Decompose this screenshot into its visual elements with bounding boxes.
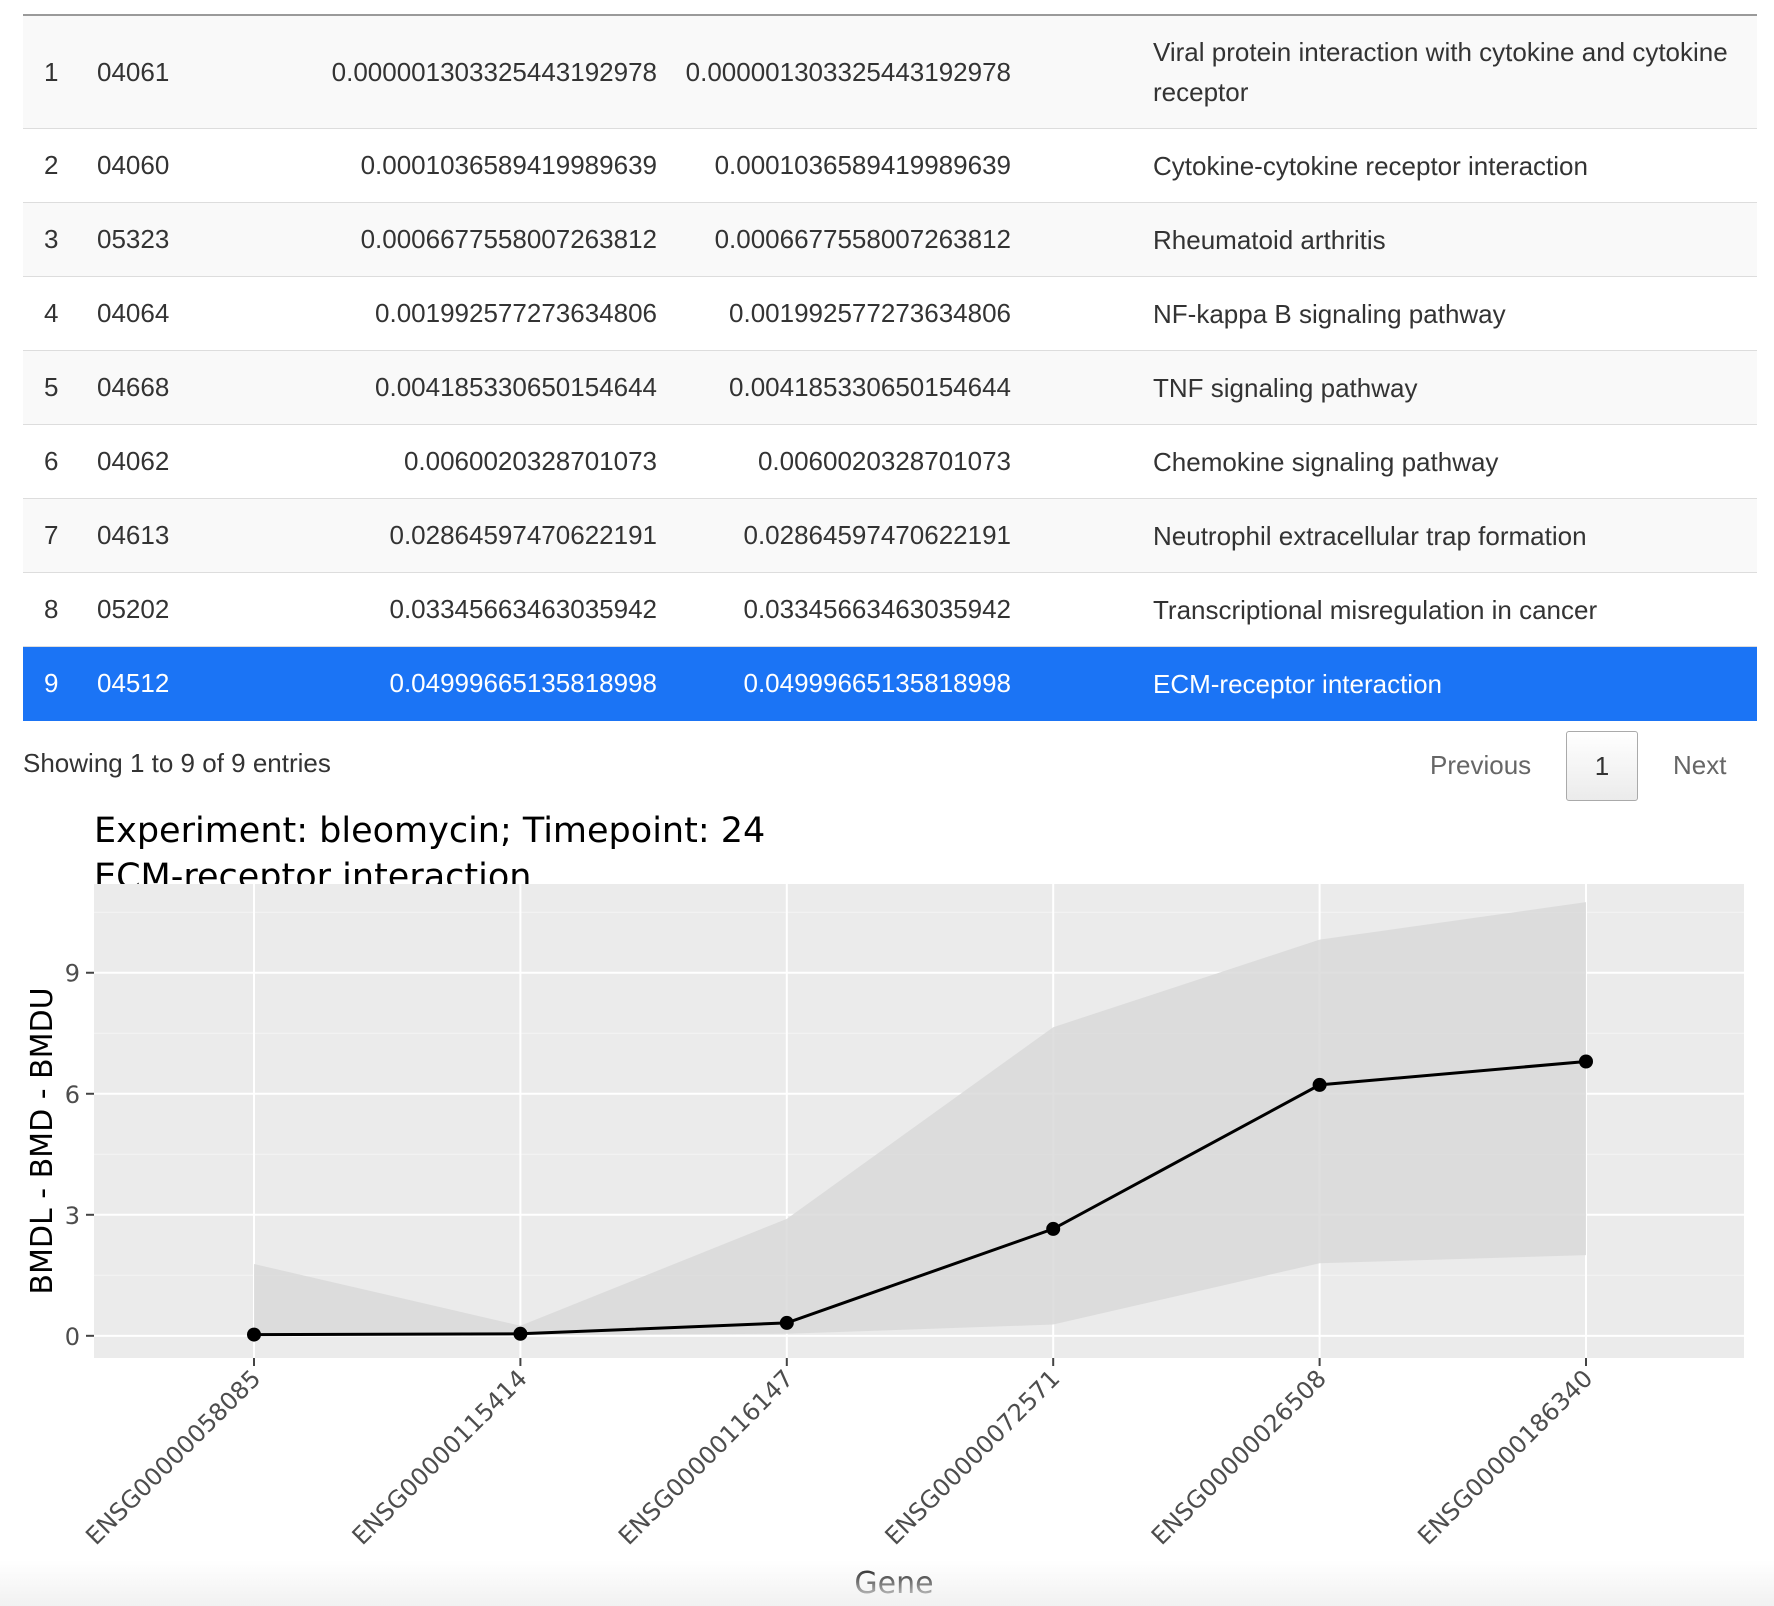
table-info: Showing 1 to 9 of 9 entries (23, 748, 331, 778)
pathway-name-cell: Viral protein interaction with cytokine … (1153, 37, 1728, 107)
row-index-cell: 8 (44, 594, 59, 624)
table-row[interactable]: 1 04061 0.00000130332544319297​8 0.00000130… (23, 16, 1757, 129)
data-point (1046, 1221, 1061, 1236)
row-index-cell: 7 (44, 520, 59, 550)
x-tick-label: ENSG00000186340 (1412, 1364, 1598, 1550)
adjusted-p-value-cell: 0.02864597470622191 (743, 520, 1011, 550)
p-value-cell: 0.03345663463035942 (389, 594, 657, 624)
next-page-button[interactable]: Next (1673, 750, 1727, 780)
pathway-id-cell: 05323 (97, 224, 170, 254)
p-value-cell: 0.004185330650154644 (375, 372, 657, 402)
bmd-chart: 0 3 6 9 ENSG00000058085 ENSG00000115414 ENSG00… (25, 884, 1744, 1601)
pathway-id-cell: 04064 (97, 298, 170, 328)
x-tick-label: ENSG00000072571 (880, 1364, 1066, 1550)
adjusted-p-value-cell: 0.00000130332544319297​8 (685, 56, 1011, 87)
pagination: Previous 1 Next (0, 730, 1774, 802)
data-point (513, 1326, 528, 1341)
x-tick-label: ENSG00000116147 (613, 1364, 799, 1550)
row-index-cell: 5 (44, 372, 59, 402)
bmd-line (253, 1060, 1587, 1337)
p-value-cell: 0.0060020328701073 (403, 446, 657, 476)
adjusted-p-value-cell: 0.0001036589419989639 (714, 150, 1011, 180)
x-tick-label: ENSG00000058085 (80, 1364, 266, 1550)
pathway-name-cell: ECM-receptor interaction (1153, 668, 1442, 699)
p-value-cell: 0.04999665135818998 (389, 668, 657, 698)
table-row[interactable]: 2 04060 0.0001036589419989639 0.00010365894… (23, 129, 1757, 203)
table-row[interactable]: 8 05202 0.03345663463035942 0.0334566346303… (23, 573, 1757, 647)
results-table: 1 04061 0.00000130332544319297​8 0.00000130… (23, 14, 1757, 721)
row-index-cell: 1 (44, 56, 59, 87)
data-point (779, 1315, 794, 1330)
y-tick-label: 0 (65, 1323, 80, 1351)
data-point (1312, 1077, 1327, 1092)
pathway-id-cell: 04061 (97, 56, 170, 87)
pathway-id-cell: 04668 (97, 372, 170, 402)
p-value-cell: 0.0006677558007263812 (360, 224, 657, 254)
adjusted-p-value-cell: 0.0006677558007263812 (714, 224, 1011, 254)
pathway-name-cell: Rheumatoid arthritis (1153, 224, 1386, 255)
pathway-name-cell: NF-kappa B signaling pathway (1153, 298, 1506, 329)
adjusted-p-value-cell: 0.001992577273634806 (729, 298, 1011, 328)
pathway-id-cell: 04062 (97, 446, 170, 476)
pathway-id-cell: 04613 (97, 520, 170, 550)
table-row[interactable]: 7 04613 0.02864597470622191 0.0286459747062… (23, 499, 1757, 573)
pathway-name-cell: Chemokine signaling pathway (1153, 446, 1499, 477)
adjusted-p-value-cell: 0.004185330650154644 (729, 372, 1011, 402)
table-row[interactable]: 4 04064 0.001992577273634806 0.001992577273… (23, 277, 1757, 351)
pathway-name-cell: TNF signaling pathway (1153, 372, 1418, 403)
pathway-name-cell: Neutrophil extracellular trap formation (1153, 520, 1587, 551)
bottom-fade (0, 1560, 1774, 1606)
pathway-id-cell: 04060 (97, 150, 170, 180)
row-index-cell: 6 (44, 446, 59, 476)
y-axis-label: BMDL - BMD - BMDU (25, 987, 60, 1294)
y-tick-label: 6 (65, 1081, 80, 1109)
pathway-id-cell: 04512 (97, 668, 170, 698)
chart-title: Experiment: bleomycin; Timepoint: 24 (94, 811, 766, 851)
table-row[interactable]: 5 04668 0.004185330650154644 0.004185330650… (23, 351, 1757, 425)
x-tick-label: ENSG00000115414 (347, 1364, 533, 1550)
pathway-id-cell: 05202 (97, 594, 170, 624)
confidence-ribbon (254, 902, 1586, 1336)
p-value-cell: 0.02864597470622191 (389, 520, 657, 550)
data-point (1579, 1054, 1593, 1069)
y-tick-label: 3 (65, 1202, 80, 1230)
row-index-cell: 2 (44, 150, 59, 180)
adjusted-p-value-cell: 0.04999665135818998 (743, 668, 1011, 698)
table-row[interactable]: 6 04062 0.0060020328701073 0.00600203287010… (23, 425, 1757, 499)
p-value-cell: 0.00000130332544319297​8 (331, 56, 657, 87)
pathway-name-cell: Transcriptional misregulation in cancer (1153, 594, 1598, 625)
table-row[interactable]: 3 05323 0.0006677558007263812 0.00066775580… (23, 203, 1757, 277)
adjusted-p-value-cell: 0.03345663463035942 (743, 594, 1011, 624)
y-tick-label: 9 (65, 960, 80, 988)
adjusted-p-value-cell: 0.0060020328701073 (757, 446, 1011, 476)
data-point (247, 1327, 261, 1342)
p-value-cell: 0.0001036589419989639 (360, 150, 657, 180)
row-index-cell: 4 (44, 298, 59, 328)
row-index-cell: 3 (44, 224, 59, 254)
pathway-name-cell: Cytokine-cytokine receptor interaction (1153, 150, 1588, 181)
row-index-cell: 9 (44, 668, 59, 698)
previous-page-button[interactable]: Previous (1430, 750, 1532, 780)
x-tick-label: ENSG00000026508 (1146, 1364, 1332, 1550)
page-1-button[interactable]: 1 (1566, 731, 1638, 801)
p-value-cell: 0.001992577273634806 (375, 298, 657, 328)
table-row[interactable]: 9 04512 0.04999665135818998 0.0499966513581… (23, 647, 1757, 721)
